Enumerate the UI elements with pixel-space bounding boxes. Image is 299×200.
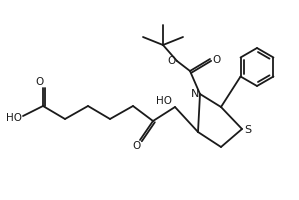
Text: S: S (245, 124, 251, 134)
Text: HO: HO (6, 112, 22, 122)
Text: O: O (35, 77, 43, 87)
Text: O: O (212, 55, 220, 65)
Text: O: O (167, 56, 175, 66)
Text: N: N (191, 89, 199, 99)
Text: O: O (132, 140, 140, 150)
Text: HO: HO (156, 96, 172, 105)
